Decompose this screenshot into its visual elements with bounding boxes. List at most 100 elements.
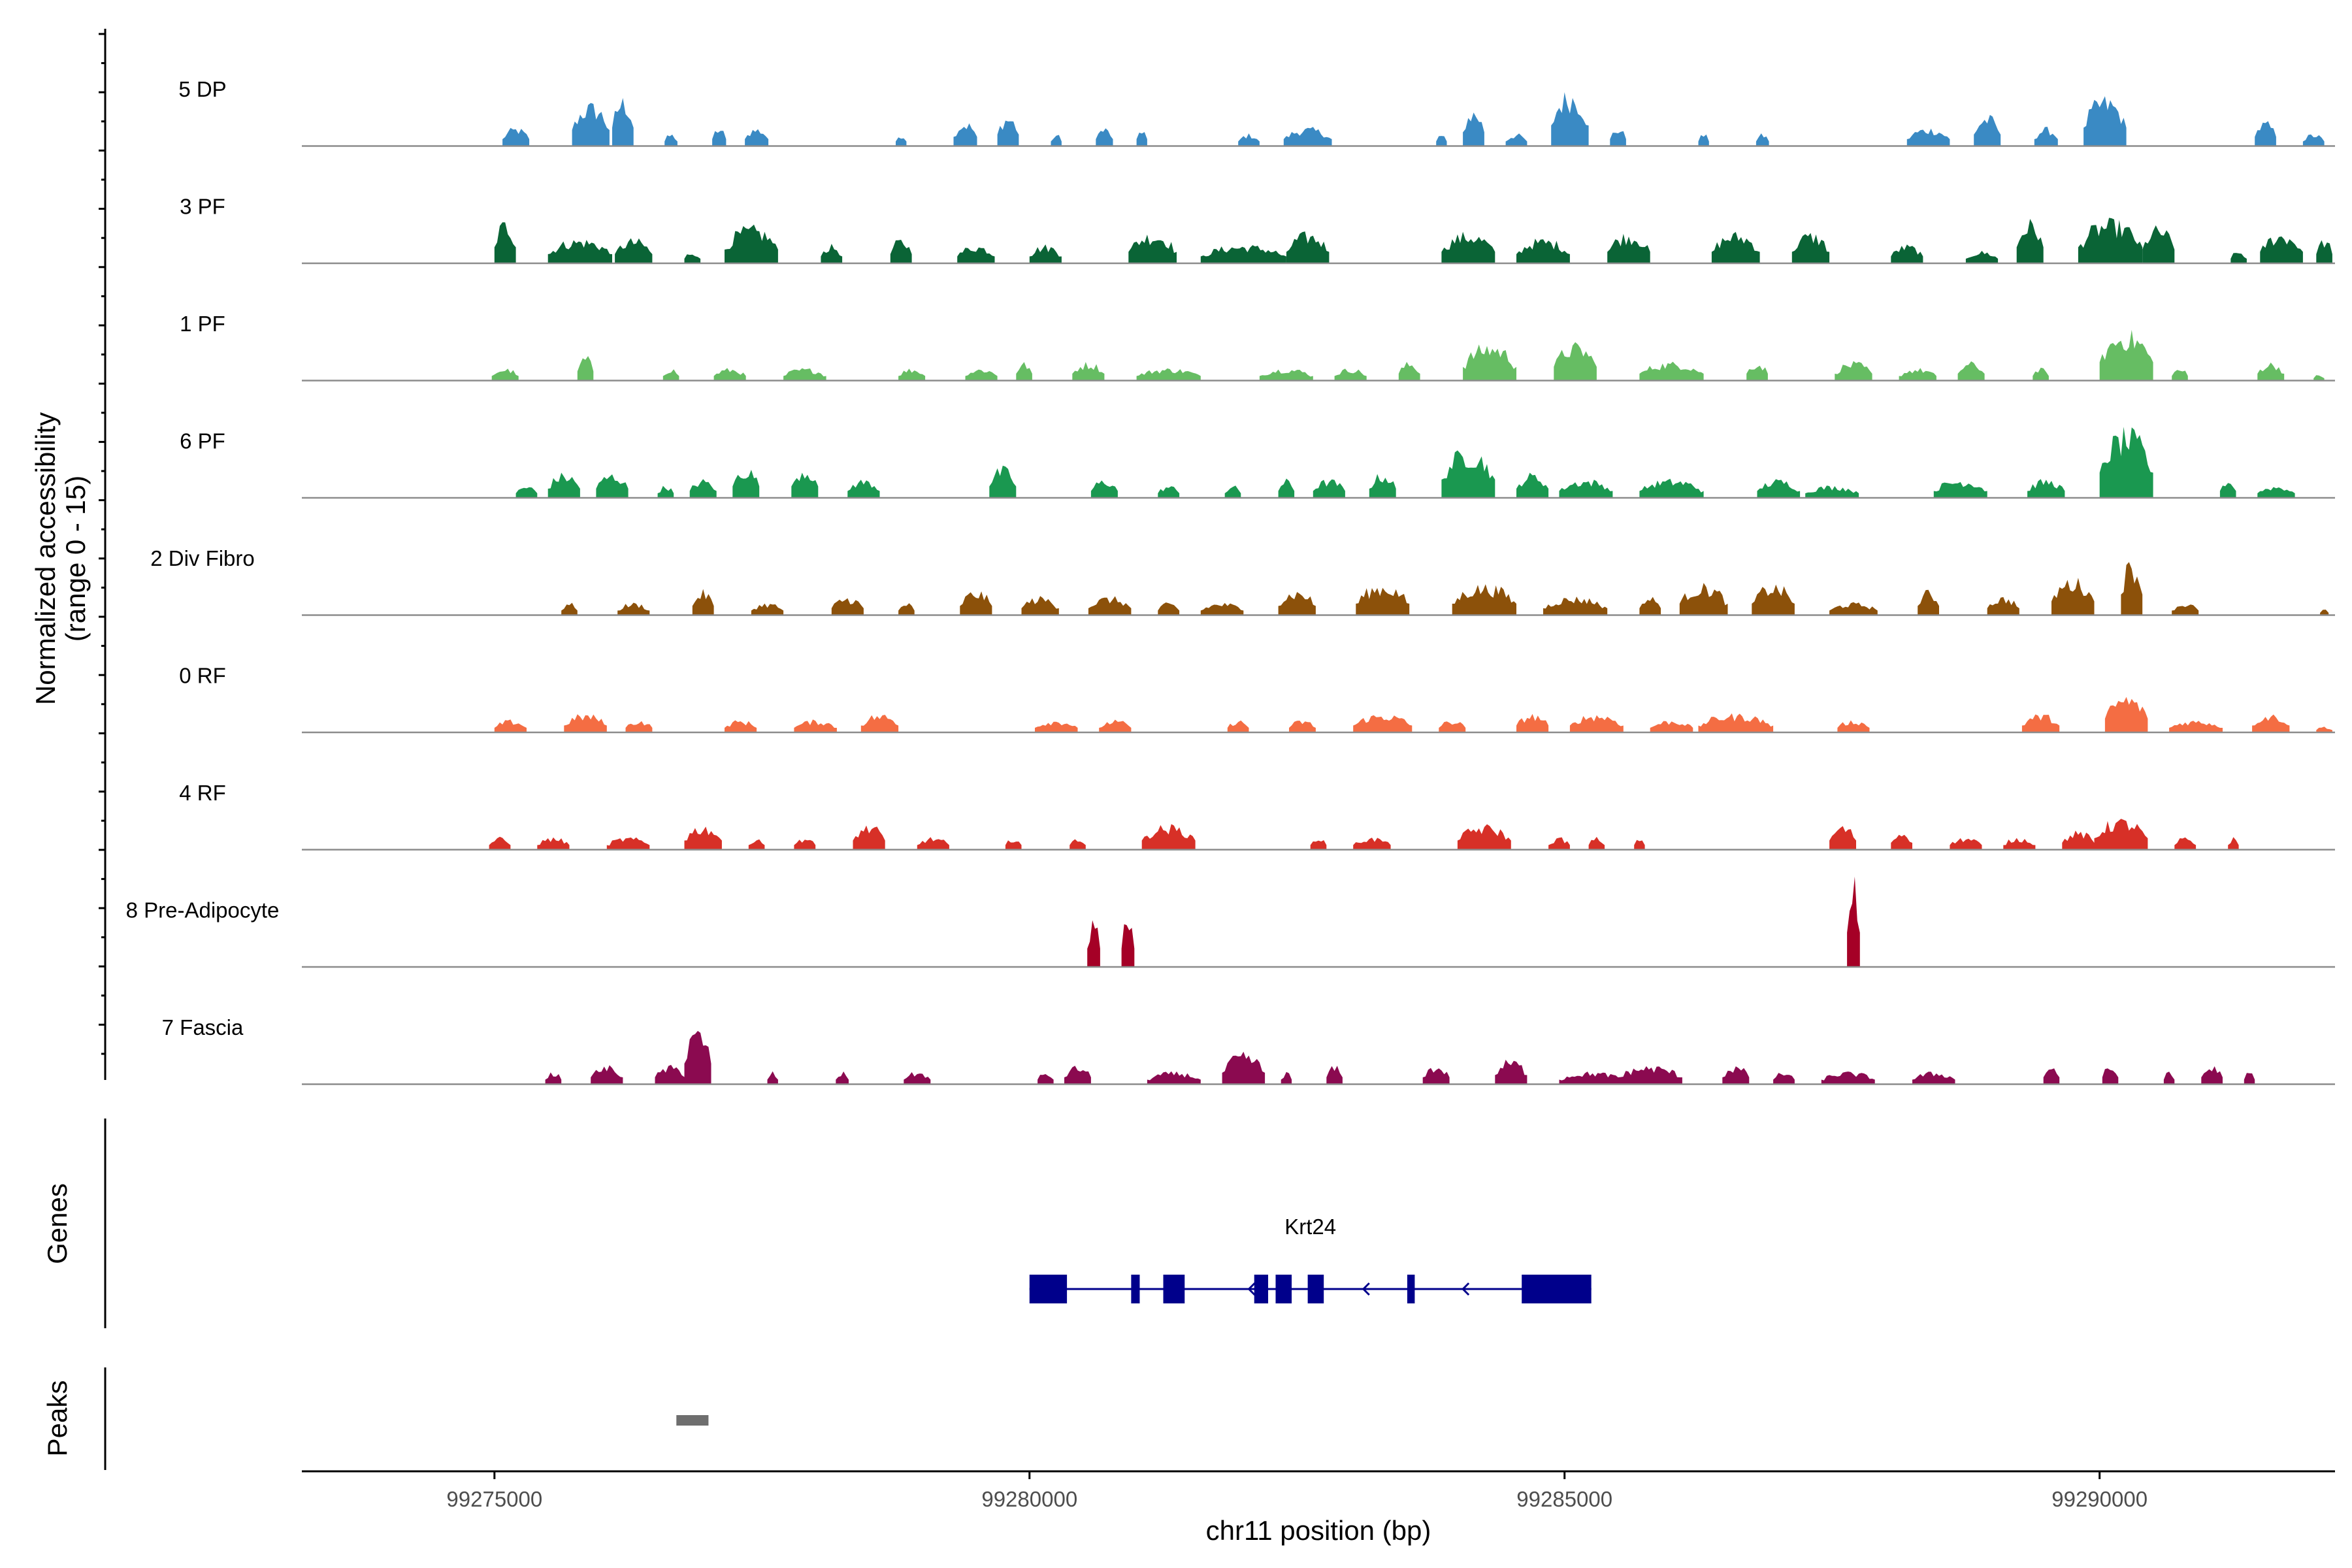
coverage-peak bbox=[1353, 838, 1391, 850]
coverage-peak bbox=[1559, 1071, 1624, 1085]
coverage-peak bbox=[2051, 578, 2095, 615]
coverage-peak bbox=[1639, 596, 1661, 615]
coverage-peak bbox=[2099, 427, 2153, 498]
coverage-peak bbox=[1136, 368, 1201, 381]
coverage-peak bbox=[1773, 1073, 1795, 1085]
coverage-peak bbox=[1505, 133, 1527, 146]
coverage-tracks: 5 DP 3 PF 1 PF 6 PF 2 Div Fibro 0 RF 4 RF 8 Pre… bbox=[126, 77, 2335, 1085]
coverage-peak bbox=[591, 1065, 623, 1085]
coverage-peak bbox=[2094, 819, 2148, 850]
coverage-peak bbox=[1016, 362, 1032, 381]
coverage-peak bbox=[860, 715, 899, 732]
track-6-pf: 6 PF bbox=[180, 427, 2335, 499]
coverage-peak bbox=[1158, 486, 1180, 498]
coverage-peak bbox=[794, 719, 837, 732]
coverage-peak bbox=[577, 356, 594, 381]
coverage-peak bbox=[684, 1030, 711, 1085]
coverage-peak bbox=[1756, 133, 1769, 146]
coverage-peak bbox=[767, 1071, 778, 1085]
coverage-peak bbox=[2078, 218, 2143, 263]
coverage-peak bbox=[2219, 483, 2236, 498]
coverage-peak bbox=[2043, 1068, 2060, 1085]
track-label: 8 Pre-Adipocyte bbox=[126, 898, 280, 923]
coverage-peak bbox=[689, 479, 717, 498]
coverage-peak bbox=[1698, 713, 1774, 732]
coverage-peak bbox=[1835, 361, 1872, 381]
coverage-peak bbox=[545, 1072, 562, 1085]
coverage-peak bbox=[2016, 219, 2044, 263]
coverage-peak bbox=[1639, 361, 1704, 381]
strand-arrow bbox=[1362, 1282, 1370, 1296]
coverage-peak bbox=[1679, 583, 1728, 615]
peak-regions bbox=[676, 1415, 709, 1426]
coverage-peak bbox=[1313, 479, 1345, 498]
coverage-peak bbox=[491, 368, 519, 381]
coverage-peak bbox=[684, 826, 722, 850]
coverage-peak bbox=[662, 369, 679, 381]
coverage-peak bbox=[1650, 721, 1693, 732]
coverage-peak bbox=[1722, 1066, 1750, 1085]
coverage-peak bbox=[1516, 238, 1570, 263]
coverage-peak bbox=[1037, 1074, 1054, 1085]
track-7-fascia: 7 Fascia bbox=[162, 1015, 2335, 1085]
coverage-peak bbox=[904, 1072, 931, 1085]
coverage-peak bbox=[751, 603, 784, 615]
coverage-peak bbox=[713, 368, 746, 381]
coverage-peak bbox=[1965, 250, 1999, 263]
coverage-peak bbox=[615, 238, 653, 263]
coverage-peak bbox=[537, 837, 570, 850]
coverage-peak bbox=[896, 137, 907, 146]
coverage-peak bbox=[1398, 361, 1420, 381]
coverage-peak bbox=[1441, 450, 1495, 498]
coverage-peak bbox=[1918, 589, 1939, 615]
coverage-peak bbox=[1757, 479, 1801, 498]
coverage-peak bbox=[853, 825, 885, 850]
track-label: 0 RF bbox=[179, 664, 226, 688]
coverage-peak bbox=[783, 368, 826, 381]
coverage-peak bbox=[2244, 1073, 2255, 1085]
coverage-peak bbox=[1147, 1071, 1201, 1085]
coverage-peak bbox=[1516, 472, 1549, 498]
coverage-peak bbox=[1746, 365, 1768, 381]
coverage-peak bbox=[489, 836, 511, 850]
coverage-peak bbox=[1912, 1071, 1955, 1085]
coverage-peak bbox=[965, 369, 998, 381]
coverage-peak bbox=[1554, 342, 1597, 381]
coverage-peak bbox=[2252, 714, 2290, 732]
x-axis-tick-label: 99280000 bbox=[981, 1487, 1077, 1511]
gene-exon bbox=[1131, 1275, 1140, 1303]
gene-exon bbox=[1307, 1275, 1324, 1303]
coverage-peak bbox=[1281, 1071, 1292, 1085]
coverage-peak bbox=[1891, 244, 1923, 263]
track-3-pf: 3 PF bbox=[180, 195, 2335, 265]
coverage-peak bbox=[1805, 485, 1859, 498]
coverage-peak bbox=[997, 120, 1019, 146]
coverage-peak bbox=[1891, 834, 1912, 850]
coverage-peak bbox=[617, 602, 650, 615]
coverage-peak bbox=[957, 247, 995, 263]
coverage-peak bbox=[2163, 1071, 2175, 1085]
coverage-peak bbox=[1829, 602, 1878, 615]
coverage-peak bbox=[1906, 128, 1950, 146]
coverage-peak bbox=[572, 103, 610, 146]
coverage-peak bbox=[1463, 344, 1516, 381]
coverage-peak bbox=[1821, 1071, 1875, 1085]
coverage-peak bbox=[502, 127, 530, 146]
coverage-peak bbox=[1099, 719, 1132, 732]
coverage-peak bbox=[2083, 96, 2127, 146]
coverage-peak bbox=[1087, 920, 1100, 967]
coverage-peak bbox=[1072, 362, 1105, 381]
coverage-peak bbox=[664, 135, 678, 146]
coverage-peak bbox=[1353, 715, 1413, 732]
coverage-peak bbox=[1222, 1051, 1266, 1085]
track-label: 2 Div Fibro bbox=[150, 546, 255, 570]
coverage-peak bbox=[1310, 840, 1327, 850]
coverage-peak bbox=[2142, 225, 2175, 263]
coverage-peak bbox=[960, 591, 992, 615]
strand-arrow bbox=[1247, 1282, 1256, 1296]
coverage-peak bbox=[1088, 596, 1132, 615]
track-label: 5 DP bbox=[178, 77, 226, 101]
coverage-peak bbox=[1278, 592, 1316, 615]
peaks-panel-label: Peaks bbox=[42, 1380, 73, 1457]
